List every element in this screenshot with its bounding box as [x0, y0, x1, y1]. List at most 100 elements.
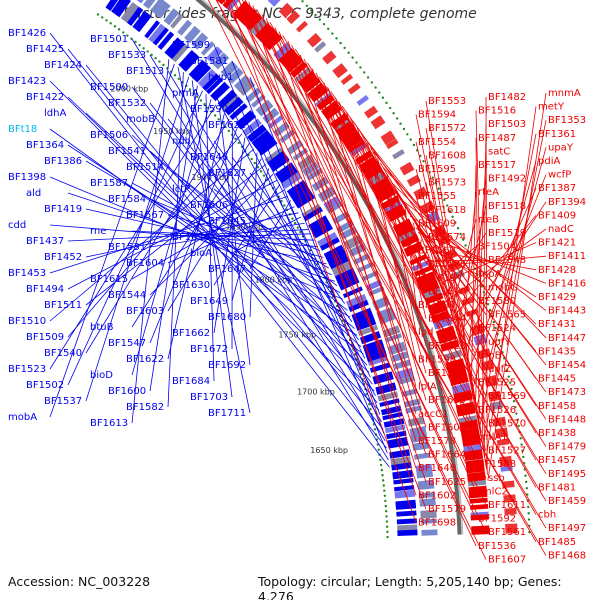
leader-line-right	[335, 97, 427, 401]
gene-block-outer	[295, 20, 308, 33]
tick-dot	[515, 412, 518, 415]
gene-block-outer	[505, 523, 518, 534]
gene-block-blue	[144, 20, 160, 39]
gene-label-left: BF1422	[26, 92, 64, 103]
gene-block-blue	[191, 62, 212, 83]
leader-line-right	[415, 168, 471, 379]
leader-line-left	[213, 92, 376, 396]
gene-block-mixed	[415, 463, 433, 472]
gene-label-left: BF1645	[208, 216, 246, 227]
tick-dot	[374, 86, 377, 89]
gene-label-left: BF1398	[8, 172, 46, 183]
gene-label-left: BF1544	[108, 290, 146, 301]
gene-label-left: BF1613	[90, 418, 128, 429]
gene-label-right: BF1611	[488, 500, 526, 511]
gene-block-mixed	[418, 491, 436, 499]
leader-line-left	[85, 76, 190, 402]
gene-block-red	[278, 47, 296, 65]
gene-block-blue	[126, 6, 144, 26]
gene-label-left: BF1513	[126, 66, 164, 77]
gene-block-red	[448, 370, 468, 381]
leader-line-left	[49, 104, 217, 370]
gene-label-right: BF1577	[428, 368, 466, 379]
leader-line-left	[85, 64, 384, 430]
gene-label-right: BF1698	[418, 518, 456, 529]
gene-block-outer	[370, 115, 386, 130]
leader-line-right	[228, 0, 417, 523]
leader-line-right	[216, 0, 477, 546]
tick-dot	[256, 166, 260, 169]
gene-label-left: BF1453	[8, 268, 46, 279]
leader-line-right	[265, 18, 487, 478]
leader-line-left	[49, 176, 343, 300]
gene-label-left: BF1424	[44, 60, 82, 71]
leader-line-right	[439, 242, 537, 284]
gene-label-right: BF1443	[548, 306, 586, 317]
tick-dot	[305, 4, 309, 7]
gene-block-blue	[210, 81, 230, 102]
leader-line-left	[167, 158, 262, 312]
tick-dot	[347, 51, 350, 54]
leader-line-right	[425, 155, 475, 397]
tick-dot	[291, 217, 294, 220]
tick-dot	[369, 407, 372, 411]
leader-line-left	[131, 59, 170, 424]
leader-line-left	[205, 94, 215, 382]
gene-block-mixed	[206, 46, 223, 64]
leader-line-left	[131, 143, 250, 328]
gene-block-red	[249, 17, 268, 36]
leader-line-right	[386, 173, 417, 333]
tick-dot	[250, 157, 253, 161]
gene-label-left: bioD	[90, 370, 113, 381]
gene-block-blue	[132, 10, 151, 31]
tick-dot	[383, 494, 387, 497]
gene-label-right: BF1574	[428, 232, 466, 243]
gene-block-mixed	[200, 41, 215, 56]
tick-dot	[506, 369, 509, 372]
gene-block-blue	[382, 411, 403, 421]
leader-line-right	[294, 48, 547, 447]
gene-label-right: BF1387	[538, 183, 576, 194]
gene-block-mixed	[317, 186, 336, 202]
gene-block-mixed	[421, 529, 438, 536]
gene-block-mixed	[191, 32, 209, 50]
gene-label-right: BF1569	[488, 391, 526, 402]
gene-label-left: mobA	[8, 412, 37, 423]
gene-label-right: upfY	[488, 337, 511, 348]
tick-dot	[527, 518, 531, 521]
tick-dot	[445, 204, 449, 207]
leader-line-left	[249, 220, 321, 252]
tick-dot	[507, 375, 510, 378]
gene-label-left: hup1	[208, 72, 233, 83]
kbp-tick-label: 1650 kbp	[310, 446, 348, 455]
gene-block-outer	[356, 95, 370, 106]
gene-label-right: BF1431	[538, 319, 576, 330]
tick-dot	[96, 13, 100, 16]
gene-block-red	[294, 66, 312, 83]
tick-dot	[296, 226, 300, 229]
leader-line-right	[481, 124, 487, 439]
tick-dot	[283, 204, 286, 207]
tick-dot	[117, 28, 121, 31]
gene-label-left: BF1531	[108, 242, 146, 253]
gene-block-mixed	[163, 8, 180, 26]
tick-dot	[327, 27, 330, 31]
leader-line-left	[149, 198, 333, 276]
gene-block-mixed	[273, 121, 291, 137]
leader-line-left	[49, 196, 289, 274]
gene-label-right: tnpB	[478, 350, 502, 361]
gene-label-left: BF1514	[126, 162, 164, 173]
tick-dot	[514, 406, 517, 409]
tick-dot	[217, 118, 220, 121]
gene-label-left: BF1600	[108, 386, 146, 397]
gene-block-blue	[394, 489, 416, 499]
leader-line-right	[287, 40, 427, 455]
gene-label-right: BF1516	[478, 106, 516, 117]
gene-label-right: ssb	[488, 473, 505, 484]
gene-block-blue	[205, 77, 224, 95]
tick-dot	[384, 504, 387, 508]
tick-dot	[331, 32, 334, 35]
gene-label-right: BF1570	[488, 418, 526, 429]
gene-label-right: BF1526	[478, 405, 516, 416]
leader-line-right	[398, 194, 487, 315]
